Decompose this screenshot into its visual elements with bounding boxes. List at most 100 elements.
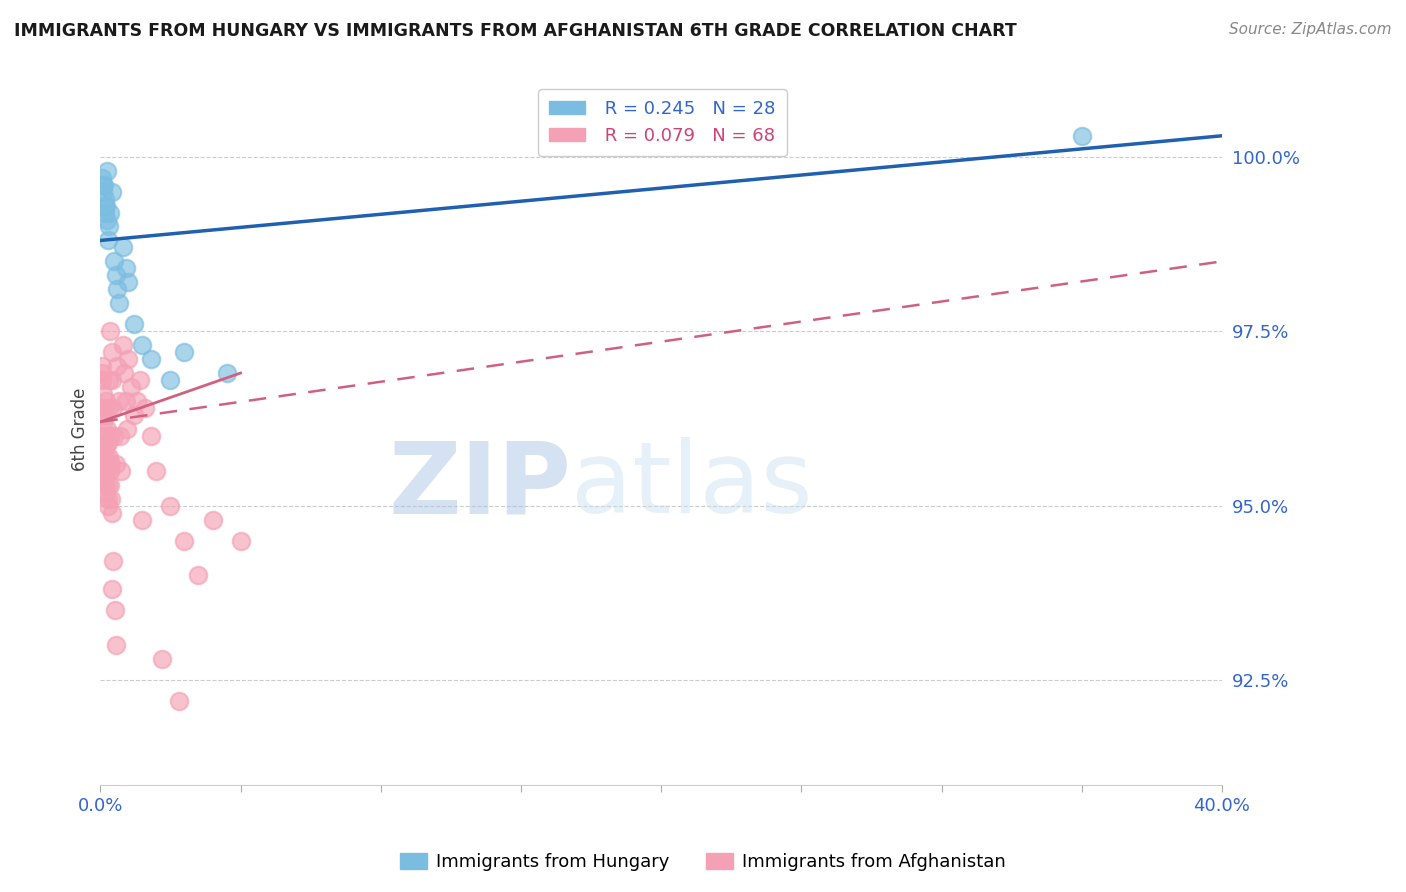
Point [101,582,124,597]
Point [97,435,120,450]
Point [120,380,142,394]
Point [122,408,145,422]
Point [104,603,127,617]
Point [91,178,114,192]
Point [98,429,121,443]
Point [125,394,148,409]
Point [173,533,195,548]
Point [98,401,121,415]
Point [97,373,120,387]
Point [94,484,117,499]
Point [114,261,136,276]
Point [139,429,162,443]
Text: ZIP: ZIP [388,437,571,534]
Point [100,185,122,199]
Point [145,464,167,478]
Point [1070,128,1092,143]
Point [101,401,124,415]
Point [201,512,224,526]
Point [93,429,115,443]
Point [93,442,115,457]
Point [100,477,122,491]
Point [91,366,114,380]
Text: IMMIGRANTS FROM HUNGARY VS IMMIGRANTS FROM AFGHANISTAN 6TH GRADE CORRELATION CHA: IMMIGRANTS FROM HUNGARY VS IMMIGRANTS FR… [14,22,1017,40]
Point [98,205,121,219]
Point [100,491,122,506]
Point [91,185,114,199]
Legend: Immigrants from Hungary, Immigrants from Afghanistan: Immigrants from Hungary, Immigrants from… [394,846,1012,879]
Point [96,450,118,464]
Point [114,394,136,409]
Point [101,506,124,520]
Point [105,359,128,373]
Point [96,435,118,450]
Point [117,276,139,290]
Point [94,198,117,212]
Point [105,638,128,652]
Point [100,345,122,359]
Point [111,338,134,352]
Point [100,457,122,471]
Point [90,359,112,373]
Point [103,254,125,268]
Point [159,499,181,513]
Point [104,268,127,283]
Point [94,394,117,409]
Text: atlas: atlas [571,437,813,534]
Point [91,373,114,387]
Point [96,163,118,178]
Point [134,401,156,415]
Point [91,415,114,429]
Point [110,464,132,478]
Point [96,422,118,436]
Point [101,373,124,387]
Point [128,373,150,387]
Point [93,178,115,192]
Point [117,352,139,367]
Point [98,464,121,478]
Point [104,457,127,471]
Point [93,435,115,450]
Point [105,282,128,296]
Point [173,345,195,359]
Point [103,429,125,443]
Point [93,192,115,206]
Point [103,554,125,568]
Point [94,464,117,478]
Text: Source: ZipAtlas.com: Source: ZipAtlas.com [1229,22,1392,37]
Point [229,533,252,548]
Point [139,352,162,367]
Point [131,338,153,352]
Point [167,694,190,708]
Point [91,401,114,415]
Legend:  R = 0.245   N = 28,  R = 0.079   N = 68: R = 0.245 N = 28, R = 0.079 N = 68 [538,89,787,156]
Point [112,366,135,380]
Point [107,394,129,409]
Point [107,296,129,310]
Point [90,170,112,185]
Point [94,477,117,491]
Point [96,408,118,422]
Point [98,450,121,464]
Point [122,317,145,331]
Point [108,429,131,443]
Point [97,499,120,513]
Point [97,219,120,234]
Point [150,652,173,666]
Point [93,457,115,471]
Point [93,450,115,464]
Point [94,198,117,212]
Point [97,477,120,491]
Point [187,568,209,582]
Point [96,464,118,478]
Point [98,324,121,338]
Y-axis label: 6th Grade: 6th Grade [72,387,89,471]
Point [97,491,120,506]
Point [115,422,138,436]
Point [97,234,120,248]
Point [94,205,117,219]
Point [131,512,153,526]
Point [94,471,117,485]
Point [111,240,134,254]
Point [96,212,118,227]
